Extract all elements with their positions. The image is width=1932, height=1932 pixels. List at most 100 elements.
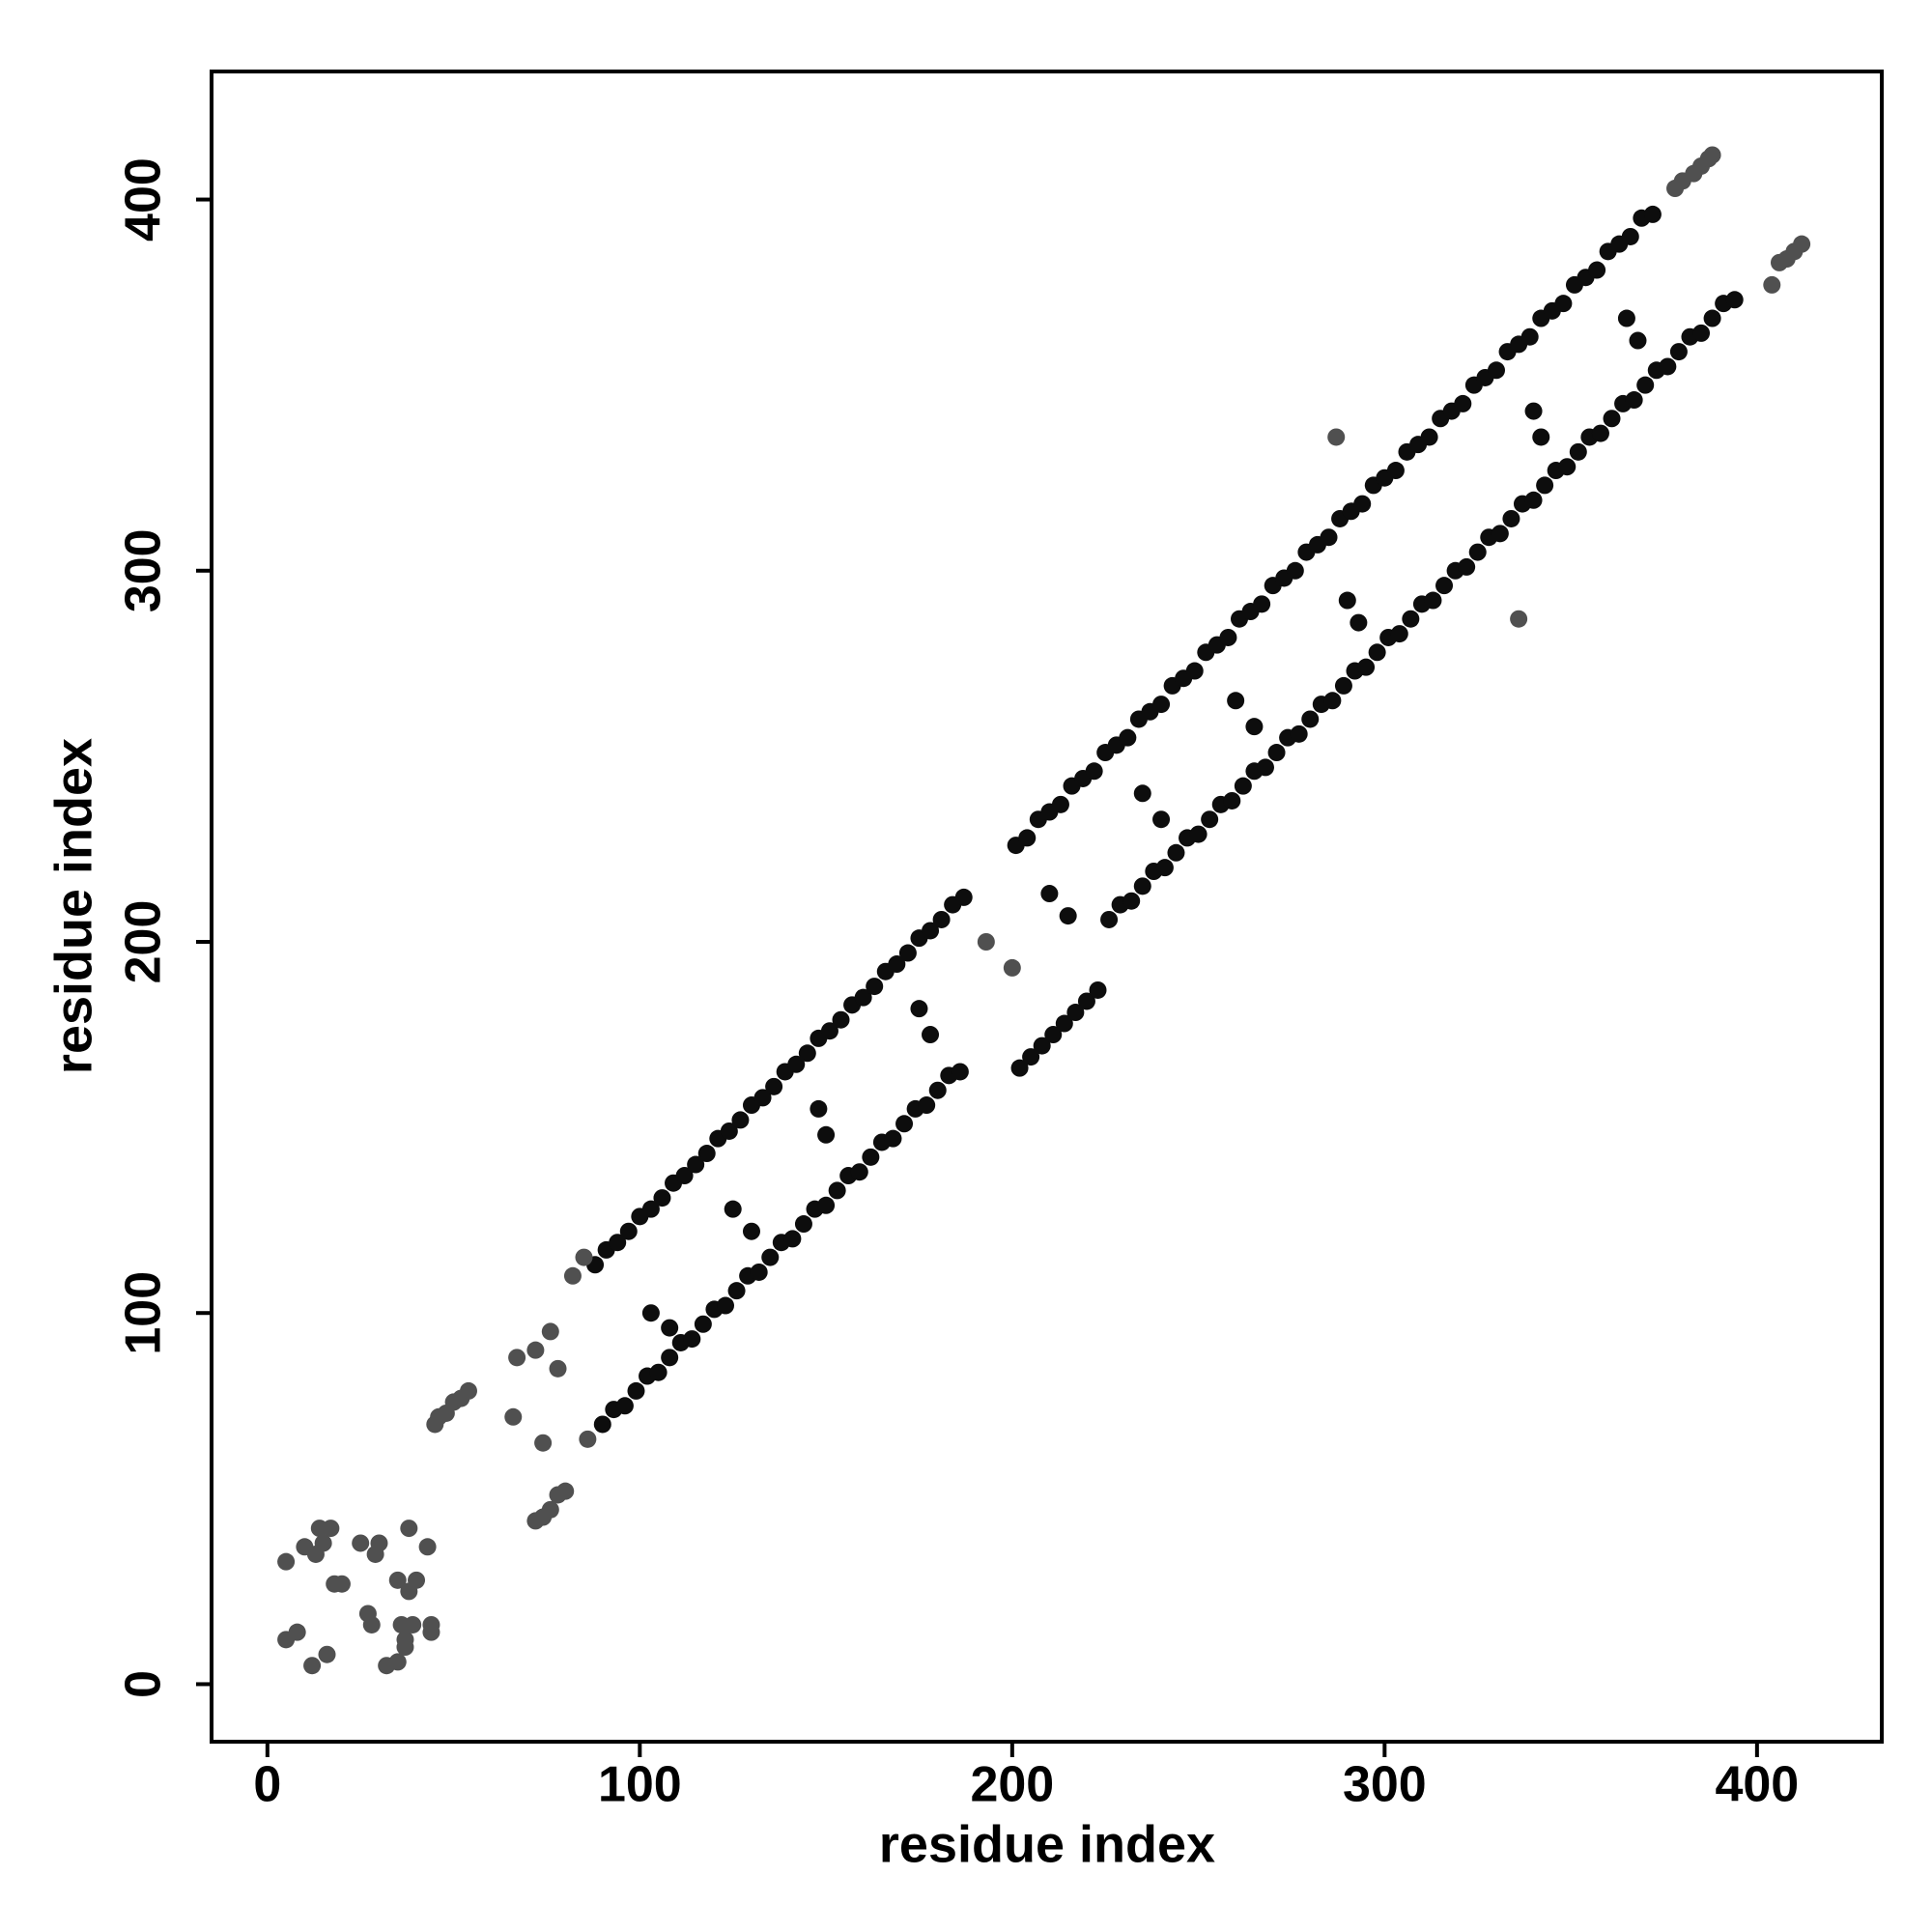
scatter-point [1524,402,1543,420]
scatter-point [404,1615,422,1634]
scatter-point [724,1200,742,1218]
scatter-point [549,1359,567,1378]
scatter-point [609,1234,627,1252]
scatter-point [954,888,973,906]
y-axis-title: residue index [44,738,102,1074]
scatter-point [1669,343,1688,361]
scatter-point [932,910,951,928]
y-tick-label: 300 [116,528,172,612]
scatter-point [314,1534,332,1552]
scatter-point [362,1615,381,1634]
scatter-point [687,1155,705,1174]
scatter-point [951,1063,969,1081]
scatter-point [400,1520,418,1538]
scatter-point [1353,495,1372,513]
scatter-point [649,1363,668,1381]
plot-frame [210,70,1884,1744]
scatter-point [661,1319,679,1337]
y-tick-label: 100 [116,1271,172,1355]
scatter-point [1059,907,1077,925]
scatter-point [593,1415,611,1434]
scatter-point [1055,1014,1073,1033]
scatter-point [1077,992,1095,1010]
scatter-point [579,1430,597,1448]
scatter-point [922,922,940,940]
scatter-point [1152,810,1171,829]
scatter-point [504,1407,523,1426]
scatter-point [783,1230,802,1248]
y-tick-label: 0 [116,1670,172,1698]
scatter-point [1185,662,1204,680]
scatter-point [508,1349,526,1367]
y-tick-label: 400 [116,157,172,242]
scatter-point [1155,859,1174,877]
scatter-point [653,1189,671,1208]
scatter-point [1267,744,1286,762]
scatter-point [322,1520,340,1538]
scatter-point [352,1534,370,1552]
scatter-point [1301,710,1320,728]
scatter-point [1454,394,1472,412]
scatter-point [820,1022,838,1040]
scatter-point [694,1315,712,1333]
scatter-point [765,1077,783,1095]
scatter-point [1763,275,1781,294]
scatter-point [910,1000,928,1018]
scatter-point [828,1181,846,1200]
scatter-point [1253,595,1271,613]
scatter-point [1219,628,1237,646]
scatter-point [1692,324,1711,342]
scatter-point [1089,980,1107,999]
scatter-point [1245,718,1264,736]
scatter-point [1458,557,1476,576]
scatter-point [1152,696,1171,714]
scatter-point [866,978,884,996]
scatter-point [884,1129,902,1148]
scatter-point [1323,692,1342,710]
scatter-point [388,1653,407,1671]
scatter-point [675,1167,694,1185]
scatter-point [922,1026,940,1044]
scatter-point [1435,577,1454,595]
scatter-point [750,1263,768,1281]
scatter-point [1256,758,1274,777]
scatter-point [1390,625,1408,643]
scatter-point [619,1222,638,1240]
scatter-point [396,1638,414,1657]
scatter-point [854,988,872,1007]
scatter-point [1040,885,1059,903]
scatter-point [918,1096,936,1115]
scatter-point [810,1099,828,1118]
scatter-point [1189,825,1208,843]
scatter-point [288,1623,306,1641]
scatter-point [541,1322,559,1341]
scatter-point [1234,777,1252,795]
scatter-point [1223,791,1241,810]
scatter-point [318,1645,336,1663]
scatter-point [641,1200,660,1218]
scatter-point [761,1248,780,1266]
scatter-point [1327,428,1346,446]
scatter-point [787,1055,806,1073]
scatter-point [1003,958,1021,977]
scatter-point [1227,692,1245,710]
scatter-point [1621,227,1639,245]
scatter-point [1420,428,1438,446]
scatter-point [1286,561,1304,580]
scatter-point [1793,235,1811,253]
scatter-point [817,1125,836,1144]
x-tick-label: 300 [1343,1757,1427,1813]
scatter-point [794,1215,812,1234]
scatter-point [556,1482,575,1500]
scatter-point [1725,291,1744,309]
scatter-point [817,1196,836,1214]
scatter-point [627,1381,645,1400]
scatter-point [753,1089,772,1107]
scatter-point [641,1304,660,1322]
scatter-point [332,1575,351,1593]
scatter-point [1636,376,1655,394]
scatter-point [1368,643,1386,662]
x-axis-title: residue index [879,1815,1215,1873]
scatter-point [895,1115,914,1133]
